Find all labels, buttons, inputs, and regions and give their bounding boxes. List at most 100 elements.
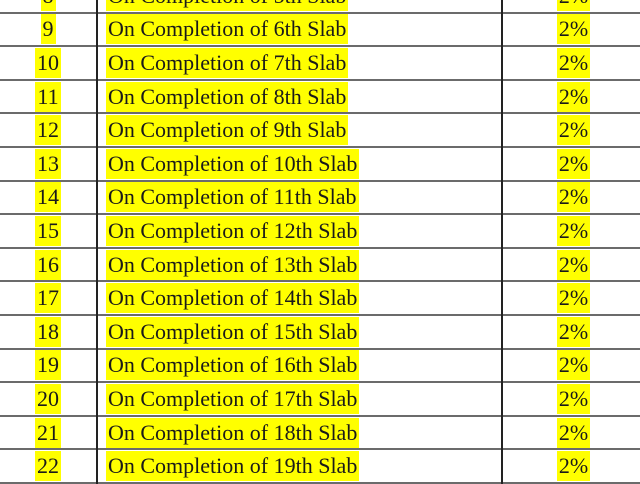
table-row: 18 On Completion of 15th Slab 2% (0, 315, 640, 350)
stage-percent: 2% (556, 417, 591, 448)
row-number-cell: 10 (0, 47, 96, 79)
stage-percent: 2% (556, 182, 591, 213)
stage-percent: 2% (556, 249, 591, 280)
table-row: 19 On Completion of 16th Slab 2% (0, 349, 640, 384)
stage-percent: 2% (556, 451, 591, 482)
description-cell: On Completion of 7th Slab (98, 47, 501, 79)
column-divider (96, 181, 98, 216)
column-divider (501, 181, 503, 216)
row-number-cell: 19 (0, 350, 96, 382)
description-cell: On Completion of 6th Slab (98, 14, 501, 46)
table-row: 17 On Completion of 14th Slab 2% (0, 282, 640, 316)
stage-percent: 2% (556, 148, 591, 179)
row-number-cell: 17 (0, 282, 96, 314)
stage-description: On Completion of 9th Slab (106, 115, 349, 146)
stage-percent: 2% (556, 283, 591, 314)
row-number-cell: 13 (0, 148, 96, 180)
stage-percent: 2% (556, 316, 591, 347)
stage-description: On Completion of 11th Slab (106, 182, 359, 213)
table-row: 21 On Completion of 18th Slab 2% (0, 416, 640, 451)
percent-cell: 2% (503, 350, 640, 382)
stage-percent: 2% (556, 81, 591, 112)
stage-description: On Completion of 10th Slab (106, 148, 360, 179)
stage-description: On Completion of 6th Slab (106, 14, 349, 45)
column-divider (96, 383, 98, 417)
row-number: 18 (35, 316, 61, 347)
row-number-cell: 14 (0, 182, 96, 214)
percent-cell: 2% (503, 282, 640, 314)
stage-description: On Completion of 5th Slab (106, 0, 349, 11)
stage-description: On Completion of 16th Slab (106, 350, 360, 381)
column-divider (501, 147, 503, 182)
stage-description: On Completion of 12th Slab (106, 215, 360, 246)
description-cell: On Completion of 10th Slab (98, 148, 501, 180)
percent-cell: 2% (503, 47, 640, 79)
row-number-cell: 21 (0, 417, 96, 449)
description-cell: On Completion of 13th Slab (98, 249, 501, 281)
column-divider (96, 147, 98, 182)
column-divider (96, 114, 98, 148)
row-number-cell: 12 (0, 114, 96, 146)
column-divider (96, 13, 98, 48)
column-divider (501, 315, 503, 350)
table-row: 11 On Completion of 8th Slab 2% (0, 80, 640, 115)
stage-description: On Completion of 13th Slab (106, 249, 360, 280)
percent-cell: 2% (503, 182, 640, 214)
row-number: 11 (35, 81, 61, 112)
percent-cell: 2% (503, 114, 640, 146)
description-cell: On Completion of 19th Slab (98, 450, 501, 482)
column-divider (501, 282, 503, 316)
row-number: 20 (35, 383, 61, 414)
stage-description: On Completion of 8th Slab (106, 81, 349, 112)
percent-cell: 2% (503, 450, 640, 482)
stage-percent: 2% (556, 383, 591, 414)
stage-percent: 2% (556, 350, 591, 381)
stage-description: On Completion of 15th Slab (106, 316, 360, 347)
column-divider (501, 114, 503, 148)
table-row: 14 On Completion of 11th Slab 2% (0, 181, 640, 216)
description-cell: On Completion of 18th Slab (98, 417, 501, 449)
column-divider (96, 0, 98, 14)
description-cell: On Completion of 12th Slab (98, 215, 501, 247)
row-number-cell: 11 (0, 81, 96, 113)
description-cell: On Completion of 9th Slab (98, 114, 501, 146)
table-row: 12 On Completion of 9th Slab 2% (0, 114, 640, 148)
percent-cell: 2% (503, 81, 640, 113)
table-row: 15 On Completion of 12th Slab 2% (0, 215, 640, 249)
stage-percent: 2% (556, 47, 591, 78)
stage-description: On Completion of 19th Slab (106, 451, 360, 482)
table-row: 8 On Completion of 5th Slab 2% (0, 0, 640, 14)
percent-cell: 2% (503, 14, 640, 46)
table-row: 20 On Completion of 17th Slab 2% (0, 383, 640, 417)
row-number: 19 (35, 350, 61, 381)
column-divider (96, 80, 98, 115)
column-divider (501, 349, 503, 384)
table-row: 10 On Completion of 7th Slab 2% (0, 47, 640, 81)
row-number: 13 (35, 148, 61, 179)
column-divider (501, 0, 503, 14)
percent-cell: 2% (503, 249, 640, 281)
column-divider (501, 47, 503, 81)
table-row: 22 On Completion of 19th Slab 2% (0, 450, 640, 484)
stage-percent: 2% (556, 215, 591, 246)
row-number-cell: 8 (0, 0, 96, 12)
column-divider (501, 450, 503, 484)
stage-percent: 2% (556, 14, 591, 45)
row-number-cell: 15 (0, 215, 96, 247)
row-number: 16 (35, 249, 61, 280)
row-number-cell: 9 (0, 14, 96, 46)
column-divider (501, 248, 503, 283)
percent-cell: 2% (503, 215, 640, 247)
column-divider (96, 349, 98, 384)
column-divider (96, 315, 98, 350)
description-cell: On Completion of 17th Slab (98, 383, 501, 415)
column-divider (501, 383, 503, 417)
percent-cell: 2% (503, 383, 640, 415)
stage-percent: 2% (556, 0, 591, 11)
row-number-cell: 22 (0, 450, 96, 482)
column-divider (96, 47, 98, 81)
description-cell: On Completion of 15th Slab (98, 316, 501, 348)
percent-cell: 2% (503, 0, 640, 12)
percent-cell: 2% (503, 148, 640, 180)
